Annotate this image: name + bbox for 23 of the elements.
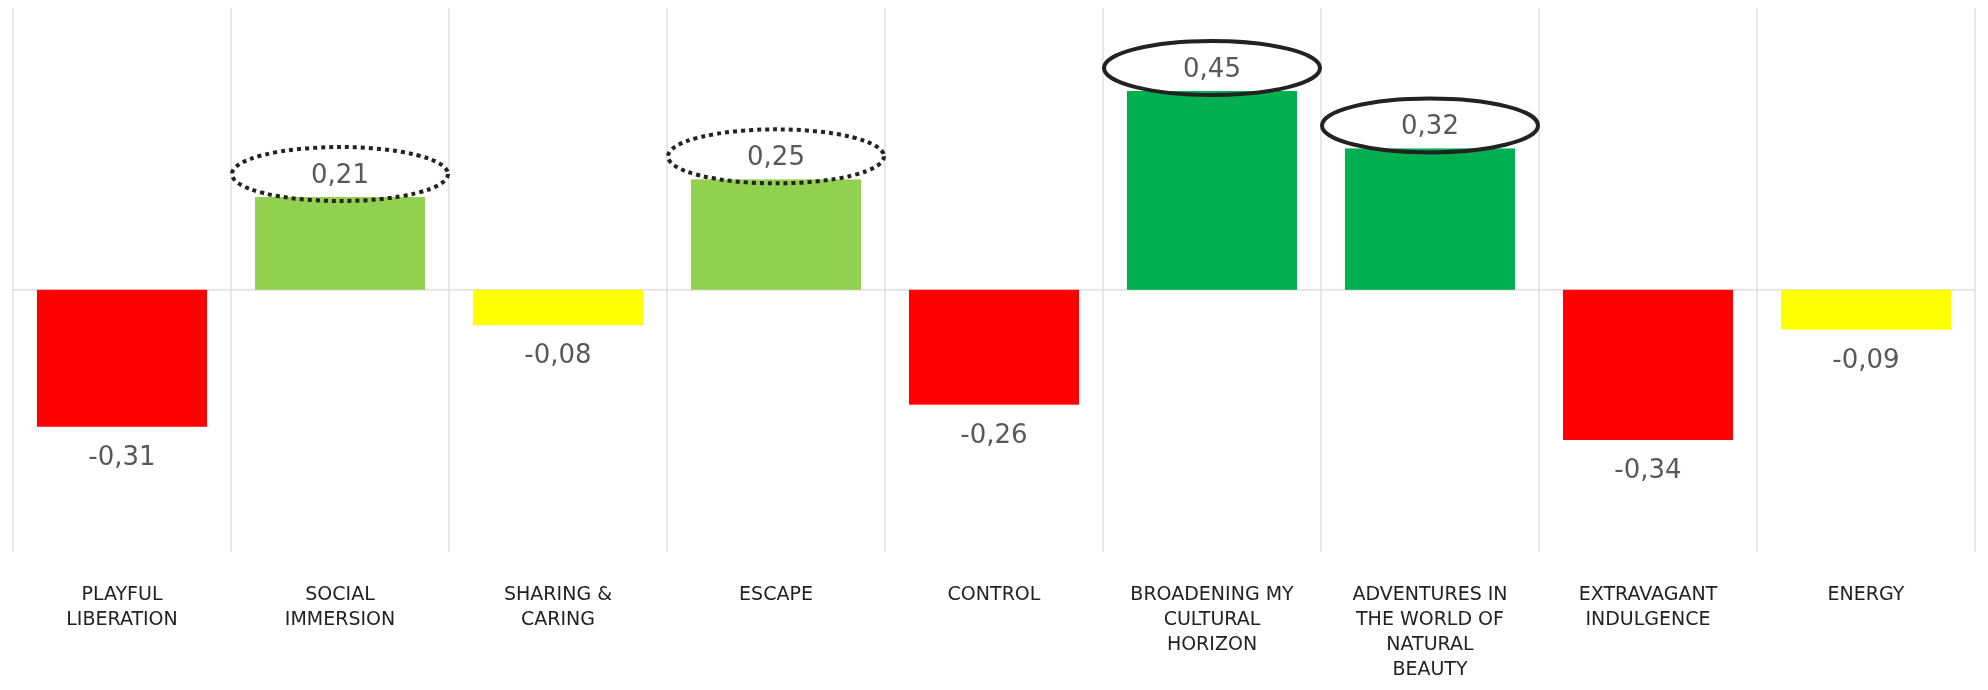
data-label: -0,26 (960, 418, 1028, 449)
x-tick-label: CONTROL (947, 582, 1041, 604)
x-tick-label: PLAYFUL LIBERATION (66, 582, 178, 629)
data-label: -0,34 (1614, 454, 1682, 484)
data-label: 0,25 (747, 141, 805, 172)
data-label: 0,45 (1183, 53, 1241, 83)
data-label: -0,09 (1832, 343, 1900, 374)
x-tick-label: SHARING & CARING (504, 582, 613, 629)
bar (1780, 289, 1952, 330)
x-tick-label: BROADENING MY CULTURAL HORIZON (1130, 582, 1295, 654)
bar (908, 289, 1080, 405)
data-label: -0,08 (524, 339, 592, 370)
x-tick-label: ADVENTURES IN THE WORLD OF NATURAL BEAUTY (1352, 582, 1508, 679)
bar (1562, 289, 1734, 440)
data-label: -0,31 (88, 440, 156, 471)
x-tick-label: EXTRAVAGANT INDULGENCE (1578, 582, 1718, 629)
x-tick-label: ENERGY (1827, 582, 1905, 604)
bar (472, 289, 644, 326)
bar (36, 289, 208, 427)
data-label: 0,21 (311, 159, 369, 190)
data-label: 0,32 (1401, 110, 1459, 141)
x-tick-label: ESCAPE (739, 582, 813, 604)
x-tick-label: SOCIAL IMMERSION (284, 582, 396, 629)
